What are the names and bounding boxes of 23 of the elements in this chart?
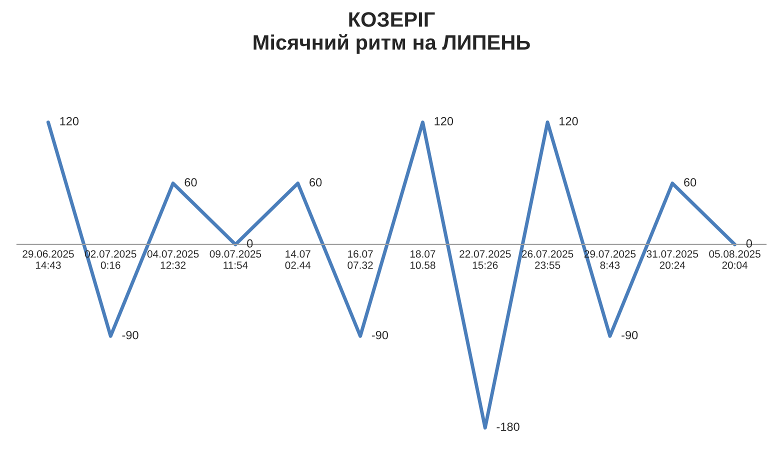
x-tick-label: 09.07.2025 11:54 — [210, 250, 262, 269]
x-tick-label: 04.07.2025 12:32 — [147, 250, 199, 269]
x-tick-label: 05.08.2025 20:04 — [709, 250, 760, 269]
data-label: 0 — [746, 239, 752, 248]
data-label: 120 — [434, 117, 454, 126]
data-label: 120 — [560, 117, 578, 126]
data-label: 0 — [247, 239, 253, 248]
x-tick-label: 14.07 02.44 — [285, 250, 311, 269]
data-label: -90 — [122, 330, 138, 340]
data-label: 60 — [684, 178, 696, 187]
data-label: 60 — [310, 178, 322, 187]
x-tick-label: 26.07.2025 23:55 — [522, 250, 574, 269]
data-label: -90 — [622, 330, 638, 340]
data-label: -90 — [372, 330, 388, 340]
data-label: 120 — [60, 117, 79, 126]
chart-title: КОЗЕРІГ Місячний ритм на ЛИПЕНЬ — [254, 12, 530, 54]
data-label: -180 — [496, 422, 520, 431]
x-tick-label: 16.07 07.32 — [348, 250, 373, 269]
x-tick-label: 22.07.2025 15:26 — [460, 250, 511, 269]
data-label: 60 — [184, 178, 197, 187]
x-tick-label: 18.07 10.58 — [410, 250, 436, 269]
x-tick-label: 29.06.2025 14:43 — [22, 250, 74, 269]
x-tick-label: 31.07.2025 20:24 — [646, 250, 698, 269]
